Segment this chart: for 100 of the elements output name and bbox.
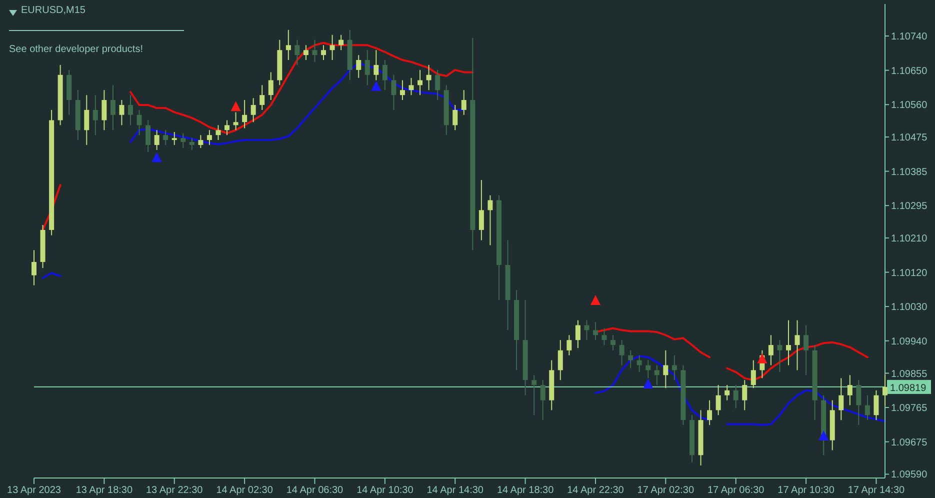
y-tick-label: 1.10120	[891, 268, 928, 279]
candlestick	[198, 134, 204, 149]
point	[590, 295, 600, 306]
y-tick-label: 1.10295	[891, 201, 928, 212]
candlestick	[391, 74, 396, 110]
y-tick-label: 1.10030	[891, 302, 928, 314]
candlestick	[610, 334, 616, 351]
candlestick	[461, 90, 466, 116]
y-tick-label: 1.09855	[891, 368, 928, 380]
candlestick	[478, 180, 484, 241]
candlestick	[584, 320, 590, 341]
candlestick	[312, 39, 318, 62]
candlestick	[180, 132, 186, 149]
y-tick-label: 1.10210	[891, 234, 928, 244]
candlestick	[768, 334, 774, 366]
x-tick-label: 14 Apr 14:30	[426, 485, 484, 496]
candlestick	[592, 322, 598, 341]
candlestick	[452, 104, 458, 131]
candlestick	[102, 90, 107, 131]
candlestick	[128, 94, 134, 126]
candlestick	[330, 34, 335, 61]
x-tick-label: 13 Apr 2023	[7, 485, 62, 496]
point	[152, 152, 162, 162]
x-tick-label: 14 Apr 10:30	[356, 485, 414, 496]
x-tick-label: 13 Apr 22:30	[146, 485, 204, 496]
candlestick	[250, 98, 256, 123]
candlestick	[724, 384, 730, 401]
candlestick	[777, 340, 782, 373]
candlestick	[707, 400, 712, 426]
candlestick	[294, 39, 300, 66]
candlestick	[382, 60, 388, 91]
candlestick	[602, 328, 607, 346]
chart-title: EURUSD,M15	[21, 5, 86, 16]
ref-line-label: 1.09819	[890, 382, 927, 394]
candlestick	[838, 378, 844, 421]
candlestick	[532, 374, 537, 416]
candlestick	[488, 194, 493, 246]
x-tick-label: 17 Apr 14:30	[848, 485, 906, 496]
candlestick	[400, 80, 405, 101]
candlestick	[321, 44, 326, 61]
candlestick	[882, 374, 888, 406]
candlestick	[233, 112, 238, 131]
candlestick	[646, 360, 651, 379]
candlestick	[847, 374, 852, 406]
x-tick-label: 14 Apr 22:30	[567, 485, 624, 496]
y-tick-label: 1.09590	[891, 470, 928, 481]
y-tick-label: 1.10560	[891, 100, 928, 112]
x-tick-label: 13 Apr 18:30	[76, 485, 133, 496]
candlestick	[558, 340, 563, 381]
x-tick-label: 17 Apr 02:30	[637, 485, 694, 496]
candlestick	[874, 390, 879, 421]
candlestick	[356, 54, 362, 78]
candlestick	[364, 50, 370, 86]
candlestick	[206, 130, 212, 146]
candlestick	[654, 364, 660, 386]
y-tick-label: 1.10475	[891, 132, 928, 144]
candlestick	[189, 138, 194, 150]
point	[818, 430, 829, 440]
annotation: See other developer products!	[9, 44, 143, 55]
candlestick	[84, 94, 90, 146]
candlestick	[119, 100, 124, 126]
y-tick-label: 1.10740	[891, 32, 928, 43]
candlestick	[32, 250, 36, 286]
x-tick-label: 14 Apr 06:30	[286, 485, 344, 496]
candlestick	[242, 100, 248, 129]
candlestick	[136, 109, 142, 136]
candlestick	[435, 69, 440, 101]
candlestick	[268, 72, 274, 101]
candlestick	[804, 324, 809, 376]
candlestick	[619, 340, 624, 366]
candlestick	[628, 350, 634, 369]
candlestick	[303, 44, 308, 61]
point	[757, 353, 768, 364]
x-tick-label: 14 Apr 18:30	[496, 485, 554, 496]
candlestick	[864, 394, 870, 421]
y-tick-label: 1.10650	[891, 66, 928, 77]
y-tick-label: 1.09675	[891, 437, 928, 448]
candlestick	[374, 50, 379, 81]
candlestick	[418, 69, 423, 96]
candlestick	[672, 354, 677, 381]
candlestick	[636, 354, 642, 373]
candlestick	[663, 350, 668, 389]
x-tick-label: 17 Apr 10:30	[778, 485, 835, 496]
candlestick	[338, 34, 344, 51]
candlestick	[786, 320, 791, 366]
y-tick-label: 1.09765	[891, 403, 928, 414]
candlestick	[224, 120, 230, 136]
candlestick	[216, 124, 221, 141]
candlestick	[540, 380, 546, 421]
candlestick	[154, 130, 160, 150]
candlestick	[716, 384, 721, 416]
candlestick	[110, 84, 116, 131]
point	[230, 101, 241, 112]
y-tick-label: 1.09940	[891, 336, 928, 348]
candlestick	[172, 132, 177, 146]
candlestick	[260, 84, 265, 110]
point	[371, 80, 382, 91]
candlestick	[163, 130, 168, 146]
x-tick-label: 14 Apr 02:30	[216, 485, 274, 496]
candlestick	[794, 320, 800, 371]
